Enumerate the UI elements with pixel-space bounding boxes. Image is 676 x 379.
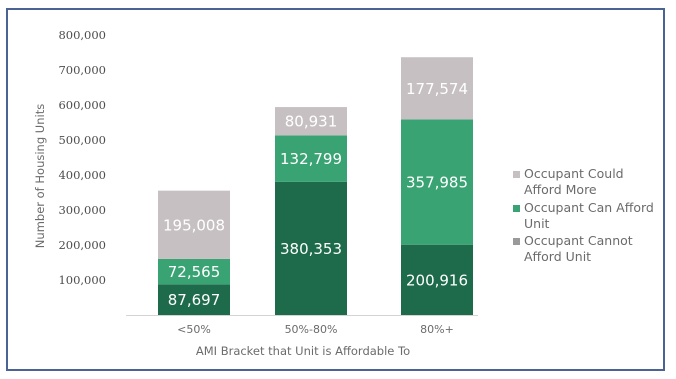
y-tick-label: 600,000 [58,98,106,112]
data-label: 132,799 [280,150,342,168]
data-label: 357,985 [406,174,468,192]
data-label: 72,565 [168,263,221,281]
data-label: 80,931 [285,113,338,131]
bar-segment [401,119,473,245]
bar-segment [401,57,473,120]
bar-segment [401,244,473,315]
data-label: 380,353 [280,240,342,258]
y-tick-label: 500,000 [58,133,106,147]
bar-segment [275,181,347,315]
legend-swatch [513,171,520,178]
data-label: 87,697 [168,291,221,309]
legend-label: Unit [524,216,550,231]
x-axis-title: AMI Bracket that Unit is Affordable To [196,344,410,358]
x-category-label: 50%-80% [285,323,338,336]
legend-label: Occupant Cannot [524,233,633,248]
y-axis-title: Number of Housing Units [33,104,47,248]
bar-segment [158,284,230,315]
legend-label: Occupant Could [524,166,624,181]
y-tick-label: 100,000 [58,273,106,287]
legend-label: Afford Unit [524,249,591,264]
y-tick-label: 700,000 [58,63,106,77]
legend-swatch [513,238,520,245]
x-category-label: <50% [177,323,211,336]
bar-segment [158,258,230,285]
x-category-label: 80%+ [420,323,454,336]
legend-label: Afford More [524,182,597,197]
bar-segment [158,190,230,259]
bar-segment [275,107,347,136]
y-tick-label: 300,000 [58,203,106,217]
y-tick-label: 200,000 [58,238,106,252]
bar-segment [275,135,347,182]
y-tick-label: 800,000 [58,28,106,42]
legend-label: Occupant Can Afford [524,200,654,215]
data-label: 200,916 [406,271,468,289]
data-label: 195,008 [163,216,225,234]
legend-swatch [513,205,520,212]
y-tick-label: 400,000 [58,168,106,182]
data-label: 177,574 [406,80,468,98]
